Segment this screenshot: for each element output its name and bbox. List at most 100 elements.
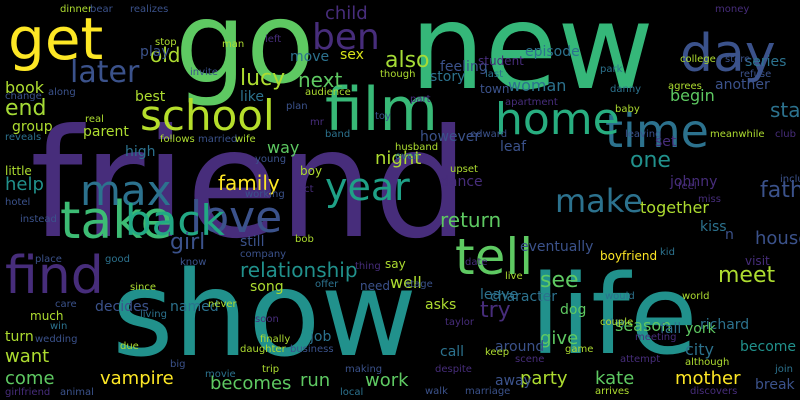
word-good: good <box>105 254 130 265</box>
word-walk: walk <box>425 386 448 397</box>
word-parent: parent <box>83 124 129 140</box>
word-leave: leave <box>480 287 518 303</box>
word-say: say <box>385 257 406 271</box>
word-later: later <box>70 55 140 90</box>
word-high: high <box>125 144 156 160</box>
word-back: back <box>125 196 225 245</box>
word-meanwhile: meanwhile <box>710 129 765 140</box>
word-hotel: hotel <box>5 197 31 208</box>
word-also: also <box>385 48 430 73</box>
word-group: group <box>12 119 53 135</box>
word-end: end <box>5 96 47 121</box>
word-town: town <box>480 82 510 96</box>
word-story: story <box>430 69 466 85</box>
word-store: store <box>725 54 751 65</box>
word-would: would <box>605 291 635 302</box>
word-danny: danny <box>610 84 642 95</box>
word-husband: husband <box>395 142 439 153</box>
word-never: never <box>208 299 237 310</box>
word-due: due <box>120 341 139 352</box>
word-one: one <box>630 148 671 173</box>
word-max: max <box>80 166 172 215</box>
word-around: around <box>495 339 545 355</box>
word-visit: visit <box>745 254 770 268</box>
word-new: new <box>410 0 654 116</box>
word-animal: animal <box>60 387 94 398</box>
word-return: return <box>440 208 502 232</box>
word-boy: boy <box>300 164 323 178</box>
word-know: know <box>180 257 207 268</box>
word-business: business <box>290 344 334 355</box>
word-act: act <box>298 184 314 195</box>
word-realizes: realizes <box>130 4 169 15</box>
word-big: big <box>170 359 186 370</box>
word-find: find <box>5 246 104 306</box>
word-man: man <box>222 39 245 50</box>
word-bob: bob <box>295 234 314 245</box>
word-leaf: leaf <box>500 139 527 155</box>
word-band: band <box>325 129 351 140</box>
word-reveals: reveals <box>5 132 42 143</box>
word-money: money <box>715 4 750 15</box>
word-stop: stop <box>155 37 177 48</box>
word-call: call <box>440 344 465 360</box>
word-dog: dog <box>560 302 587 318</box>
word-young: young <box>255 154 287 165</box>
word-book: book <box>5 78 44 97</box>
word-decides: decides <box>95 299 149 315</box>
word-invite: invite <box>190 67 218 78</box>
word-set: set <box>655 134 677 150</box>
word-stay: stay <box>605 317 627 328</box>
word-go: go <box>175 0 315 109</box>
word-finally: finally <box>260 334 291 345</box>
word-care: care <box>55 299 77 310</box>
word-game: game <box>565 344 594 355</box>
word-friend: friend <box>30 98 469 272</box>
word-episode: episode <box>525 44 580 60</box>
word-make: make <box>555 182 643 220</box>
word-upset: upset <box>450 164 478 175</box>
word-married: married <box>198 134 238 145</box>
word-named: named <box>170 299 219 315</box>
word-attempt: attempt <box>620 354 661 365</box>
word-little: little <box>5 164 32 178</box>
word-taylor: taylor <box>445 317 474 328</box>
word-richard: richard <box>700 317 750 333</box>
word-next: next <box>298 68 343 92</box>
word-although: although <box>685 357 730 368</box>
word-job: job <box>310 329 332 345</box>
word-character: character <box>490 289 558 305</box>
word-agrees: agrees <box>668 81 702 92</box>
word-kiss: kiss <box>700 219 727 235</box>
word-want: want <box>5 346 50 367</box>
word-father: father <box>760 178 800 203</box>
word-come: come <box>5 368 55 389</box>
word-kid: kid <box>660 247 675 258</box>
word-plan: plan <box>286 101 308 112</box>
word-though: though <box>380 69 416 80</box>
word-baby: baby <box>615 104 640 115</box>
word-song: song <box>250 279 284 295</box>
word-child: child <box>325 3 368 24</box>
word-since: since <box>130 282 156 293</box>
word-discovers: discovers <box>690 386 738 397</box>
word-soon: soon <box>255 314 279 325</box>
word-however: however <box>420 129 481 145</box>
word-give: give <box>540 328 579 349</box>
word-movie: movie <box>205 369 236 380</box>
word-dance: dance <box>440 174 483 190</box>
word-join: join <box>775 364 794 375</box>
word-girlfriend: girlfriend <box>5 387 51 398</box>
word-club: club <box>775 129 796 140</box>
word-including: including <box>780 174 800 185</box>
word-leaving: leaving <box>625 129 662 140</box>
word-edward: edward <box>470 129 508 140</box>
word-well: well <box>390 273 422 292</box>
word-wife: wife <box>235 134 256 145</box>
word-boyfriend: boyfriend <box>600 249 658 263</box>
word-turn: turn <box>5 329 34 345</box>
word-kate: kate <box>595 368 635 389</box>
word-wedding: wedding <box>35 334 78 345</box>
word-ben: ben <box>312 17 380 58</box>
word-audience: audience <box>305 87 351 98</box>
